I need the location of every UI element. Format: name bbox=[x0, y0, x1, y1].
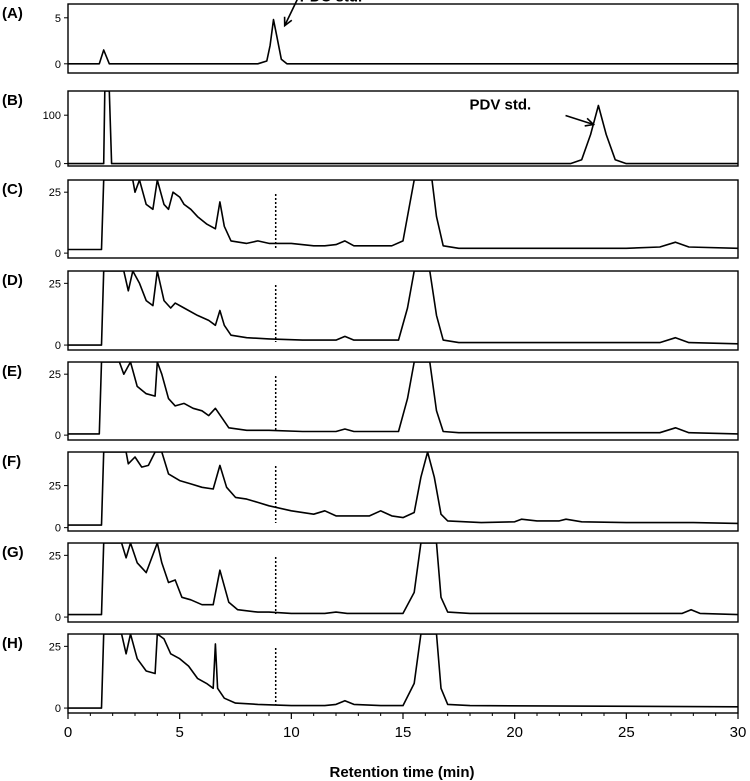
panel-a-frame bbox=[67, 3, 739, 74]
panel-d-ytick-label: 0 bbox=[55, 340, 61, 352]
x-tick-label: 0 bbox=[64, 724, 72, 741]
panel-d-trace bbox=[68, 271, 738, 346]
panel-c-frame bbox=[67, 179, 739, 259]
panel-e-ytick-label: 25 bbox=[49, 369, 61, 381]
panel-b-label: (B) bbox=[2, 92, 23, 109]
panel-b-annotation-arrow-line bbox=[565, 114, 594, 126]
panel-a-ytick-label: 0 bbox=[55, 59, 61, 71]
panel-h-label: (H) bbox=[2, 635, 23, 652]
panel-h-ytick-label: 25 bbox=[49, 641, 61, 653]
panel-c-ytick-label: 25 bbox=[49, 187, 61, 199]
panel-g-frame bbox=[67, 542, 739, 623]
panel-d-label: (D) bbox=[2, 272, 23, 289]
panel-h-trace bbox=[68, 634, 738, 709]
panel-b-trace bbox=[68, 91, 738, 165]
panel-b-annotation-arrowhead bbox=[584, 117, 596, 127]
panel-a-annotation-arrow-line bbox=[283, 0, 298, 26]
panel-g-ytick-label: 0 bbox=[55, 612, 61, 624]
x-tick-label: 5 bbox=[175, 724, 183, 741]
x-tick-label: 25 bbox=[618, 724, 635, 741]
panel-b-ytick-label: 100 bbox=[43, 110, 61, 122]
x-tick-label: 10 bbox=[283, 724, 300, 741]
panel-h-ytick-label: 0 bbox=[55, 703, 61, 715]
panel-f-frame bbox=[67, 451, 739, 532]
x-axis-title: Retention time (min) bbox=[330, 764, 475, 781]
panel-e-ytick-label: 0 bbox=[55, 430, 61, 442]
x-tick-label: 15 bbox=[395, 724, 412, 741]
panel-f-ytick-label: 0 bbox=[55, 523, 61, 535]
panel-c-label: (C) bbox=[2, 181, 23, 198]
panel-g-label: (G) bbox=[2, 544, 24, 561]
panel-d-frame bbox=[67, 270, 739, 351]
panel-a-label: (A) bbox=[2, 5, 23, 22]
panel-a-ytick-label: 5 bbox=[55, 13, 61, 25]
panel-b-frame bbox=[67, 90, 739, 167]
panel-g-ytick-label: 25 bbox=[49, 550, 61, 562]
panel-f-trace bbox=[68, 452, 738, 526]
panel-b-annotation: PDV std. bbox=[470, 97, 532, 114]
panel-a-annotation-arrowhead bbox=[283, 16, 293, 28]
panel-e-label: (E) bbox=[2, 363, 22, 380]
panel-e-frame bbox=[67, 361, 739, 441]
panel-c-ytick-label: 0 bbox=[55, 248, 61, 260]
panel-h-frame bbox=[67, 633, 739, 714]
panel-c-trace bbox=[68, 180, 738, 251]
panel-g-trace bbox=[68, 543, 738, 616]
panel-b-ytick-label: 0 bbox=[55, 159, 61, 171]
panel-f-label: (F) bbox=[2, 453, 21, 470]
panel-d-ytick-label: 25 bbox=[49, 278, 61, 290]
x-tick-label: 20 bbox=[506, 724, 523, 741]
panel-a-trace bbox=[68, 18, 738, 65]
panel-a-annotation: PDC std. bbox=[300, 0, 363, 6]
panel-f-ytick-label: 25 bbox=[49, 481, 61, 493]
x-tick-label: 30 bbox=[730, 724, 747, 741]
panel-e-trace bbox=[68, 362, 738, 435]
